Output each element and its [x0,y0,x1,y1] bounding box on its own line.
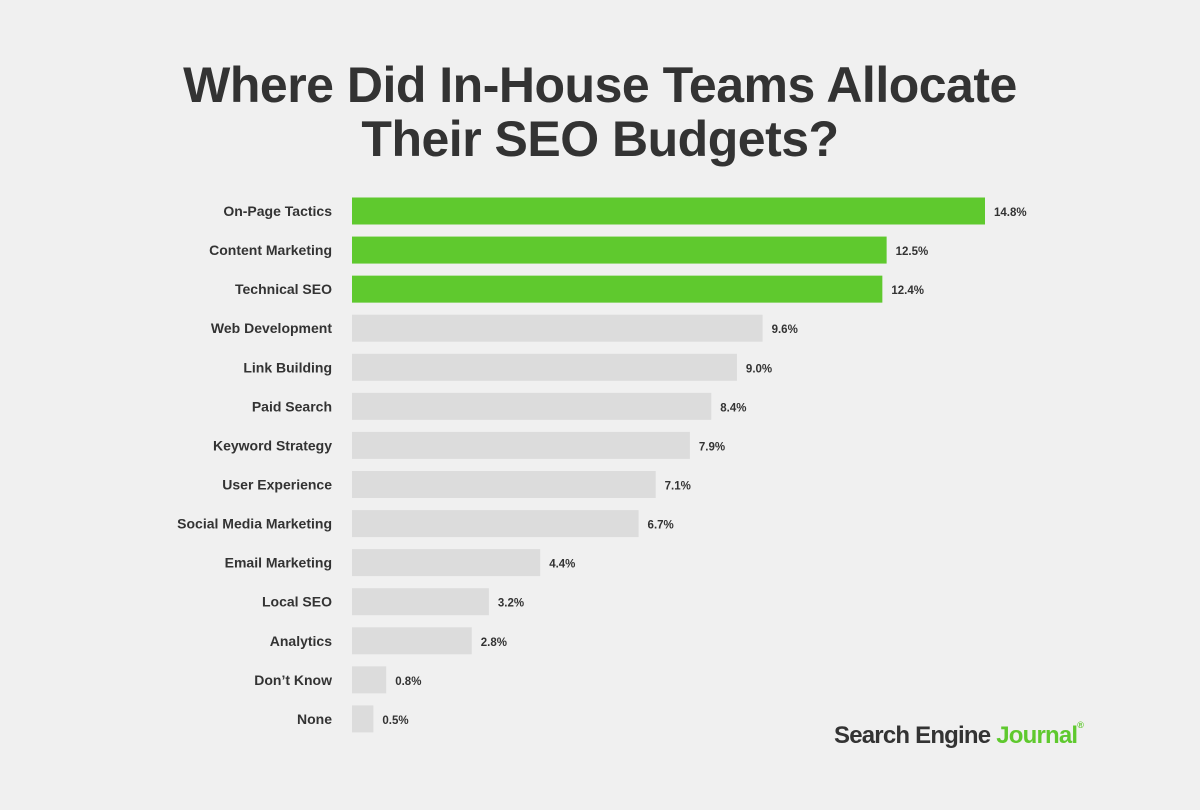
value-label: 0.8% [395,676,421,688]
bar [352,510,639,538]
value-label: 14.8% [994,207,1027,219]
value-label: 12.4% [891,285,924,297]
category-label: Don’t Know [254,672,332,688]
value-label: 6.7% [648,520,674,532]
chart-title: Where Did In-House Teams Allocate Their … [0,58,1200,166]
category-label: Keyword Strategy [213,437,332,453]
value-label: 12.5% [896,246,929,258]
bar [352,431,690,459]
bar [352,236,887,264]
chart-title-line-2: Their SEO Budgets? [361,111,839,167]
category-label: User Experience [222,476,332,492]
value-label: 9.6% [772,324,798,336]
bar [352,197,985,225]
logo-text-main: Search Engine [834,722,991,749]
value-label: 0.5% [382,715,408,727]
bar [352,627,472,655]
category-label: Local SEO [262,594,332,610]
search-engine-journal-logo: Search Engine Journal® [834,720,1084,750]
value-label: 9.0% [746,363,772,375]
value-label: 7.1% [665,480,691,492]
bar [352,470,656,498]
value-label: 2.8% [481,637,507,649]
category-label: Technical SEO [235,281,332,297]
bar [352,549,541,577]
category-label: Social Media Marketing [177,516,332,532]
logo-text-accent: Journal [996,722,1078,749]
value-label: 3.2% [498,598,524,610]
category-label: None [297,711,332,727]
value-label: 8.4% [720,402,746,414]
logo-registered-mark: ® [1077,720,1084,730]
category-label: Content Marketing [209,242,332,258]
category-label: Link Building [243,359,332,375]
category-label: Email Marketing [225,555,332,571]
category-label: Web Development [211,320,332,336]
bar [352,353,737,381]
bar [352,705,374,733]
category-label: Paid Search [252,398,332,414]
category-label: On-Page Tactics [223,203,332,219]
category-label: Analytics [270,633,332,649]
bar [352,666,387,694]
bar [352,275,883,303]
bar [352,588,489,616]
bar [352,392,712,420]
bar [352,314,763,342]
value-label: 4.4% [549,559,575,571]
chart-title-line-1: Where Did In-House Teams Allocate [183,57,1017,113]
value-label: 7.9% [699,441,725,453]
